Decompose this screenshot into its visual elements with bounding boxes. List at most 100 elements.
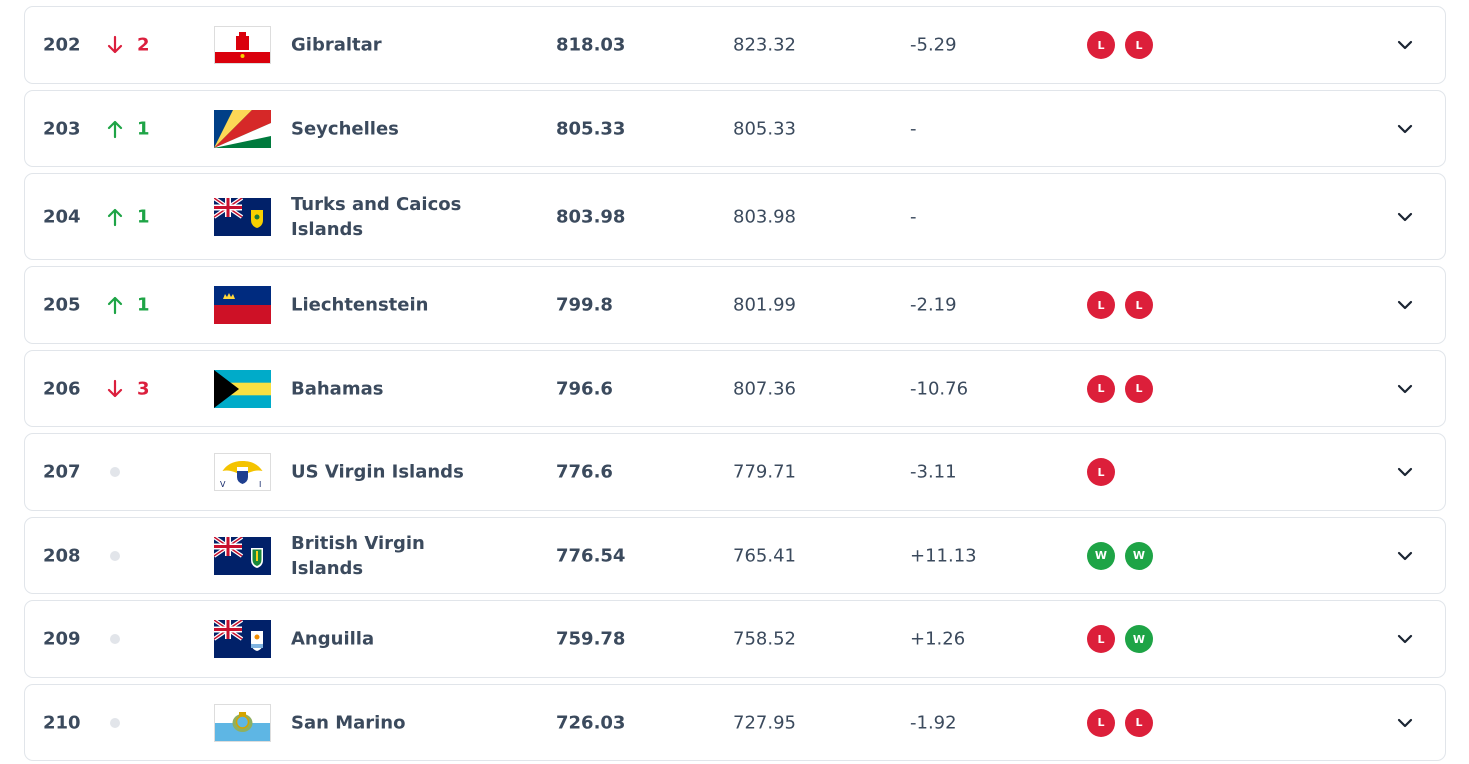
rank: 207 [43,461,81,483]
points-change: -3.11 [910,461,957,483]
result-badge: L [1087,458,1115,486]
previous-points: 758.52 [733,628,796,650]
flag [212,195,271,236]
team-name: Bahamas [291,378,384,399]
result-badge: L [1087,625,1115,653]
no-change-dot [110,550,120,561]
no-change-dot [110,634,120,644]
previous-points: 801.99 [733,294,796,316]
flag [214,286,271,324]
result-badge: L [1125,374,1153,403]
previous-points: 765.41 [733,545,796,566]
flag [214,369,271,408]
expand-toggle[interactable] [1395,119,1415,139]
rank: 210 [43,712,81,733]
rank-move: 3 [137,378,150,399]
rank: 209 [43,628,81,650]
no-change-dot [110,467,120,477]
total-points: 799.8 [556,294,613,316]
total-points: 803.98 [556,206,626,227]
rank: 203 [43,118,81,139]
flag [214,703,271,742]
ranking-row[interactable]: 207 V I US Virgin Islands 776.6 779.71 -3.11 L [24,433,1446,511]
flag [214,109,271,148]
expand-toggle[interactable] [1395,207,1415,227]
result-badge: L [1087,708,1115,737]
previous-points: 727.95 [733,712,796,733]
svg-text:V: V [220,480,226,489]
trend-arrow [105,119,125,139]
expand-toggle[interactable] [1395,629,1415,649]
ranking-row[interactable]: 205 1 Liechtenstein 799.8 801.99 -2.19 L L [24,266,1446,344]
expand-toggle[interactable] [1395,713,1415,733]
total-points: 805.33 [556,118,626,139]
flag [212,534,271,575]
ranking-row[interactable]: 209 Anguilla 759.78 758.52 +1.26 L W [24,600,1446,678]
expand-toggle[interactable] [1395,295,1415,315]
flag [212,618,271,658]
rank-move: 2 [137,34,150,56]
points-change: -2.19 [910,294,957,316]
rank: 206 [43,378,81,399]
team-name: US Virgin Islands [291,461,464,483]
previous-points: 807.36 [733,378,796,399]
ranking-row[interactable]: 203 1 Seychelles 805.33 805.33 - [24,90,1446,167]
result-badge: L [1087,291,1115,319]
points-change: +1.26 [910,628,966,650]
no-change-dot [110,717,120,728]
ranking-row[interactable]: 204 1 Turks and Caicos Islands 803.98 803.98… [24,173,1446,260]
result-badge: W [1125,541,1153,570]
ranking-row[interactable]: 210 San Marino 726.03 727.95 -1.92 L L [24,684,1446,761]
expand-toggle[interactable] [1395,35,1415,55]
expand-toggle[interactable] [1395,379,1415,399]
ranking-row[interactable]: 208 British Virgin Islands 776.54 765.41 +11… [24,517,1446,594]
expand-toggle[interactable] [1395,546,1415,566]
team-name: San Marino [291,712,406,733]
team-name: Turks and Caicos Islands [291,193,462,240]
result-badge: L [1125,291,1153,319]
trend-arrow [105,295,125,315]
total-points: 776.6 [556,461,613,483]
total-points: 796.6 [556,378,613,399]
team-name: Liechtenstein [291,294,429,316]
points-change: - [910,206,917,227]
expand-toggle[interactable] [1395,462,1415,482]
result-badge: W [1087,541,1115,570]
rank-move: 1 [137,206,150,227]
total-points: 726.03 [556,712,626,733]
team-name: Gibraltar [291,34,382,56]
rank-move: 1 [137,294,150,316]
points-change: -1.92 [910,712,957,733]
total-points: 759.78 [556,628,626,650]
total-points: 776.54 [556,545,626,566]
rank: 204 [43,206,81,227]
points-change: -5.29 [910,34,957,56]
result-badge: L [1087,374,1115,403]
trend-arrow [105,207,125,227]
total-points: 818.03 [556,34,626,56]
team-name: Anguilla [291,628,375,650]
previous-points: 779.71 [733,461,796,483]
result-badge: L [1087,31,1115,59]
rank: 205 [43,294,81,316]
flag [214,26,271,64]
result-badge: L [1125,708,1153,737]
trend-arrow [105,379,125,399]
previous-points: 805.33 [733,118,796,139]
ranking-row[interactable]: 206 3 Bahamas 796.6 807.36 -10.76 L L [24,350,1446,427]
points-change: +11.13 [910,545,977,566]
previous-points: 803.98 [733,206,796,227]
points-change: -10.76 [910,378,969,399]
ranking-row[interactable]: 202 2 Gibraltar 818.03 823.32 -5.29 L L [24,6,1446,84]
points-change: - [910,118,917,139]
previous-points: 823.32 [733,34,796,56]
result-badge: L [1125,31,1153,59]
rank: 202 [43,34,81,56]
team-name: Seychelles [291,118,399,139]
